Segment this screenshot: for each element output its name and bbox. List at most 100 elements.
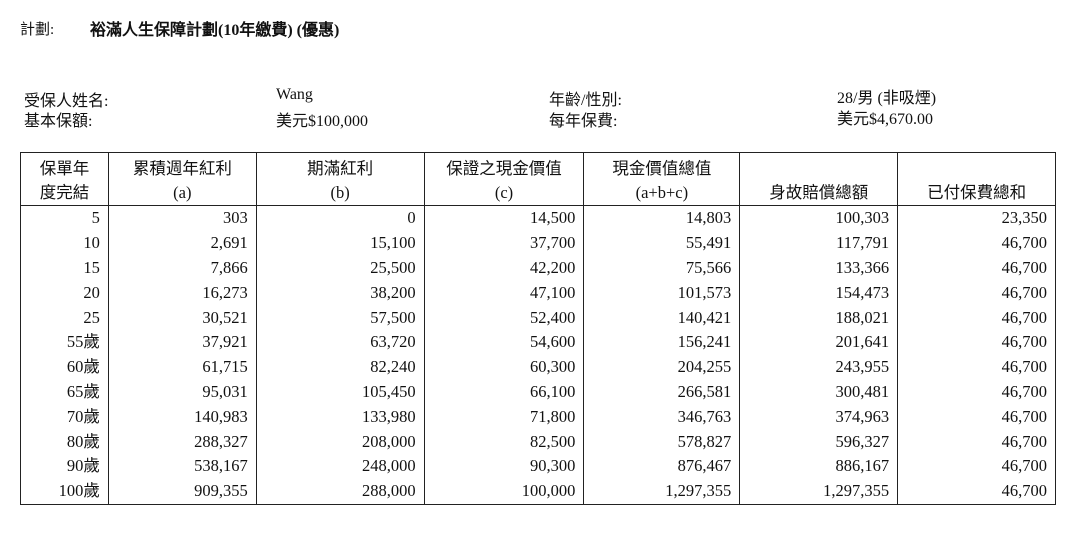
value-cell: 46,700 [897,255,1056,281]
value-cell: 300,481 [739,379,899,405]
policy-year-cell: 10 [20,230,109,256]
table-row: 10 2,691 15,100 37,700 55,491 117,791 46,700 [20,230,1056,256]
value-cell: 288,000 [255,478,425,505]
column-header-line: 已付保費總和 [927,183,1027,202]
value-cell: 133,366 [739,255,899,281]
value-cell: 16,273 [107,280,257,306]
value-cell: 117,791 [739,230,899,256]
value-cell: 886,167 [739,453,899,479]
value-cell: 266,581 [583,379,741,405]
value-cell: 46,700 [897,478,1056,505]
value-cell: 303 [107,205,257,231]
column-header: 已付保費總和 [897,152,1056,206]
annual-premium-label: 每年保費: [549,113,618,130]
value-cell: 46,700 [897,230,1056,256]
value-cell: 38,200 [255,280,425,306]
column-header-line: 身故賠償總額 [769,183,869,202]
column-header-line: 累積週年紅利 [132,159,232,178]
value-cell: 46,700 [897,305,1056,330]
column-header: 現金價值總值 (a+b+c) [583,152,741,206]
value-cell: 60,300 [423,354,585,380]
value-cell: 346,763 [583,404,741,430]
column-header-line: (c) [494,183,514,202]
policy-year-cell: 65歲 [20,379,109,405]
policy-year-cell: 55歲 [20,329,109,355]
value-cell: 101,573 [583,280,741,306]
value-cell: 37,700 [423,230,585,256]
table-row: 60歲 61,715 82,240 60,300 204,255 243,955 46,70… [20,354,1056,380]
table-row: 65歲 95,031 105,450 66,100 266,581 300,481 46,7… [20,379,1056,405]
value-cell: 578,827 [583,429,741,454]
value-cell: 909,355 [107,478,257,505]
column-header-line: 現金價值總值 [612,159,712,178]
value-cell: 54,600 [423,329,585,355]
value-cell: 201,641 [739,329,899,355]
policy-year-cell: 20 [20,280,109,306]
plan-label: 計劃: [20,22,55,38]
value-cell: 46,700 [897,379,1056,405]
value-cell: 30,521 [107,305,257,330]
value-cell: 288,327 [107,429,257,454]
column-header-line: (b) [330,183,350,202]
value-cell: 7,866 [107,255,257,281]
value-cell: 100,303 [739,205,899,231]
policy-year-cell: 70歲 [20,404,109,430]
benefit-illustration-table: 保單年度完結 累積週年紅利 (a) 期滿紅利 (b) 保證之現金價值 (c) 現金價值總值 (a… [20,152,1056,505]
policy-year-cell: 15 [20,255,109,281]
value-cell: 61,715 [107,354,257,380]
value-cell: 538,167 [107,453,257,479]
value-cell: 0 [255,205,425,231]
value-cell: 95,031 [107,379,257,405]
column-header: 期滿紅利 (b) [255,152,425,206]
annual-premium: 美元$4,670.00 [837,111,934,128]
policy-year-cell: 25 [20,305,109,330]
column-header-line: 度完結 [39,183,90,202]
value-cell: 2,691 [107,230,257,256]
age-gender: 28/男 (非吸煙) [837,90,937,107]
column-header-line: (a) [173,183,192,202]
value-cell: 243,955 [739,354,899,380]
value-cell: 154,473 [739,280,899,306]
plan-name: 裕滿人生保障計劃(10年繳費) (優惠) [90,22,340,39]
value-cell: 374,963 [739,404,899,430]
policy-year-cell: 60歲 [20,354,109,380]
value-cell: 100,000 [423,478,585,505]
table-row: 70歲 140,983 133,980 71,800 346,763 374,963 46,… [20,404,1056,430]
policy-year-cell: 80歲 [20,429,109,454]
value-cell: 46,700 [897,354,1056,380]
table-row: 5 303 0 14,500 14,803 100,303 23,350 [20,205,1056,231]
table-row: 90歲 538,167 248,000 90,300 876,467 886,167 46,… [20,453,1056,479]
value-cell: 133,980 [255,404,425,430]
value-cell: 156,241 [583,329,741,355]
value-cell: 15,100 [255,230,425,256]
value-cell: 140,983 [107,404,257,430]
value-cell: 66,100 [423,379,585,405]
value-cell: 14,803 [583,205,741,231]
column-header-line: 保單年 [39,159,90,178]
value-cell: 47,100 [423,280,585,306]
basic-sum-label: 基本保額: [24,113,93,130]
value-cell: 248,000 [255,453,425,479]
insured-name-label: 受保人姓名: [24,93,109,110]
value-cell: 57,500 [255,305,425,330]
value-cell: 46,700 [897,453,1056,479]
value-cell: 82,240 [255,354,425,380]
value-cell: 14,500 [423,205,585,231]
value-cell: 63,720 [255,329,425,355]
value-cell: 42,200 [423,255,585,281]
column-header-line: 期滿紅利 [307,159,374,178]
value-cell: 596,327 [739,429,899,454]
value-cell: 876,467 [583,453,741,479]
policy-year-cell: 100歲 [20,478,109,505]
column-header: 保證之現金價值 (c) [423,152,585,206]
table-row: 25 30,521 57,500 52,400 140,421 188,021 46,700 [20,305,1056,330]
column-header-line: (a+b+c) [635,183,689,202]
value-cell: 1,297,355 [739,478,899,505]
value-cell: 105,450 [255,379,425,405]
age-gender-label: 年齡/性別: [549,92,622,109]
column-header: 累積週年紅利 (a) [107,152,257,206]
value-cell: 82,500 [423,429,585,454]
value-cell: 140,421 [583,305,741,330]
value-cell: 46,700 [897,280,1056,306]
table-row: 55歲 37,921 63,720 54,600 156,241 201,641 46,70… [20,329,1056,355]
